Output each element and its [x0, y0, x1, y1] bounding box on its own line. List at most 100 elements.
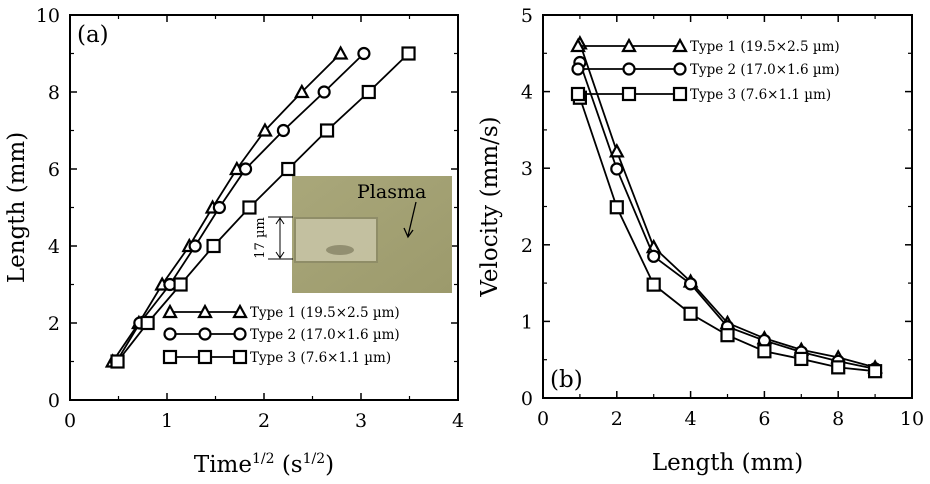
data-point: [238, 162, 253, 176]
microstructure-defect: [326, 245, 354, 255]
inset-plasma-label: Plasma: [357, 181, 426, 203]
legend-marker: [197, 349, 213, 365]
legend-marker: [621, 86, 637, 102]
data-point: [401, 46, 416, 61]
data-point: [212, 200, 226, 215]
legend-marker: [621, 37, 637, 53]
legend-marker: [232, 303, 248, 319]
data-point: [319, 123, 335, 138]
x-tick-label: 6: [758, 408, 770, 430]
legend-label: Type 2 (17.0×1.6 µm): [690, 62, 840, 78]
scale-bar-background: [250, 215, 292, 262]
y-tick-label: 4: [521, 82, 533, 104]
legend-marker: [571, 62, 585, 76]
scale-bar-label: 17 µm: [253, 217, 268, 258]
legend-marker: [198, 327, 212, 341]
data-point: [242, 200, 257, 215]
x-tick-label: 4: [685, 408, 697, 430]
x-label-unit: (s: [275, 452, 303, 478]
y-axis-label: Length (mm): [4, 132, 30, 283]
plasma-inset-image: 17 µm Plasma: [250, 176, 452, 293]
legend: Type 1 (19.5×2.5 µm) Type 2 (17.0×1.6 µm)…: [162, 303, 400, 366]
x-tick-label: 2: [611, 408, 623, 430]
microstructure: [294, 217, 378, 263]
y-tick-label: 6: [48, 159, 60, 181]
y-axis-label: Velocity (mm/s): [477, 116, 503, 297]
x-tick-label: 1: [161, 410, 173, 432]
data-point: [608, 143, 625, 158]
data-point: [206, 238, 221, 254]
data-point: [317, 85, 331, 99]
x-axis-label: Time1/2 (s1/2): [194, 451, 334, 478]
series-3: [572, 90, 883, 379]
data-point: [867, 364, 883, 379]
x-tick-label: 4: [452, 410, 464, 432]
data-point: [794, 351, 809, 367]
data-point: [831, 360, 846, 375]
x-tick-label: 3: [355, 410, 367, 432]
data-point: [357, 46, 371, 61]
x-label-close: ): [325, 452, 334, 478]
data-point: [361, 84, 376, 100]
data-point: [110, 354, 125, 369]
legend-marker: [672, 37, 688, 53]
data-point: [188, 239, 202, 253]
y-tick-label: 10: [36, 5, 60, 27]
y-tick-label: 3: [521, 158, 533, 180]
y-tick-label: 2: [521, 235, 533, 257]
data-point: [610, 162, 624, 176]
legend-marker: [570, 37, 586, 53]
data-point: [757, 344, 772, 359]
data-point: [332, 45, 349, 60]
panel-label: (a): [77, 22, 109, 48]
x-tick-label: 0: [64, 410, 76, 432]
legend-label: Type 3 (7.6×1.1 µm): [250, 350, 391, 366]
x-tick-label: 8: [832, 408, 844, 430]
plot-frame: [542, 14, 913, 399]
scale-bar-arrowheads: [275, 217, 285, 259]
x-tick-label: 10: [900, 408, 924, 430]
y-tick-label: 0: [48, 390, 60, 412]
legend: Type 1 (19.5×2.5 µm) Type 2 (17.0×1.6 µm)…: [570, 37, 840, 103]
legend-marker: [672, 86, 688, 102]
x-label-sup: 1/2: [252, 451, 275, 467]
x-label-unit-sup: 1/2: [303, 451, 326, 467]
y-tick-label: 1: [521, 311, 533, 333]
series-3: [110, 46, 416, 369]
data-point: [276, 123, 290, 138]
legend-marker: [233, 327, 247, 341]
y-tick-label: 8: [48, 82, 60, 104]
legend-marker: [163, 327, 177, 341]
data-point: [683, 306, 698, 321]
y-tick-label: 2: [48, 313, 60, 335]
data-point: [720, 328, 735, 343]
panel-a: 0 1 2 3 4 0 2 4 6 8 10 17 µm Plasma Type 1 (19.5×2.5 …: [4, 5, 464, 478]
y-tick-label: 0: [521, 388, 533, 410]
data-point: [293, 83, 310, 99]
legend-label: Type 3 (7.6×1.1 µm): [690, 87, 831, 103]
legend-marker: [673, 62, 687, 76]
legend-label: Type 2 (17.0×1.6 µm): [250, 327, 400, 343]
panel-label: (b): [550, 367, 583, 393]
legend-marker: [570, 86, 586, 102]
panel-b: 0 2 4 6 8 10 0 1 2 3 4 5 Type 1 (19.5×2.5 µm) Type 2 …: [477, 5, 924, 476]
data-point: [609, 200, 624, 215]
legend-marker: [197, 303, 213, 319]
x-tick-label: 2: [258, 410, 270, 432]
legend-marker: [232, 349, 248, 365]
legend-marker: [162, 303, 178, 319]
y-tick-label: 5: [521, 5, 533, 27]
data-point: [257, 122, 273, 137]
data-point: [646, 277, 661, 292]
data-point: [647, 249, 661, 263]
legend-marker: [162, 349, 178, 365]
y-tick-label: 4: [48, 236, 60, 258]
x-label-base: Time: [194, 452, 252, 478]
plot-frame: [69, 14, 459, 401]
legend-label: Type 1 (19.5×2.5 µm): [250, 305, 400, 321]
x-tick-label: 0: [537, 408, 549, 430]
x-axis-label: Length (mm): [652, 450, 803, 476]
plasma-arrow-icon: [403, 201, 417, 239]
legend-marker: [622, 62, 636, 76]
